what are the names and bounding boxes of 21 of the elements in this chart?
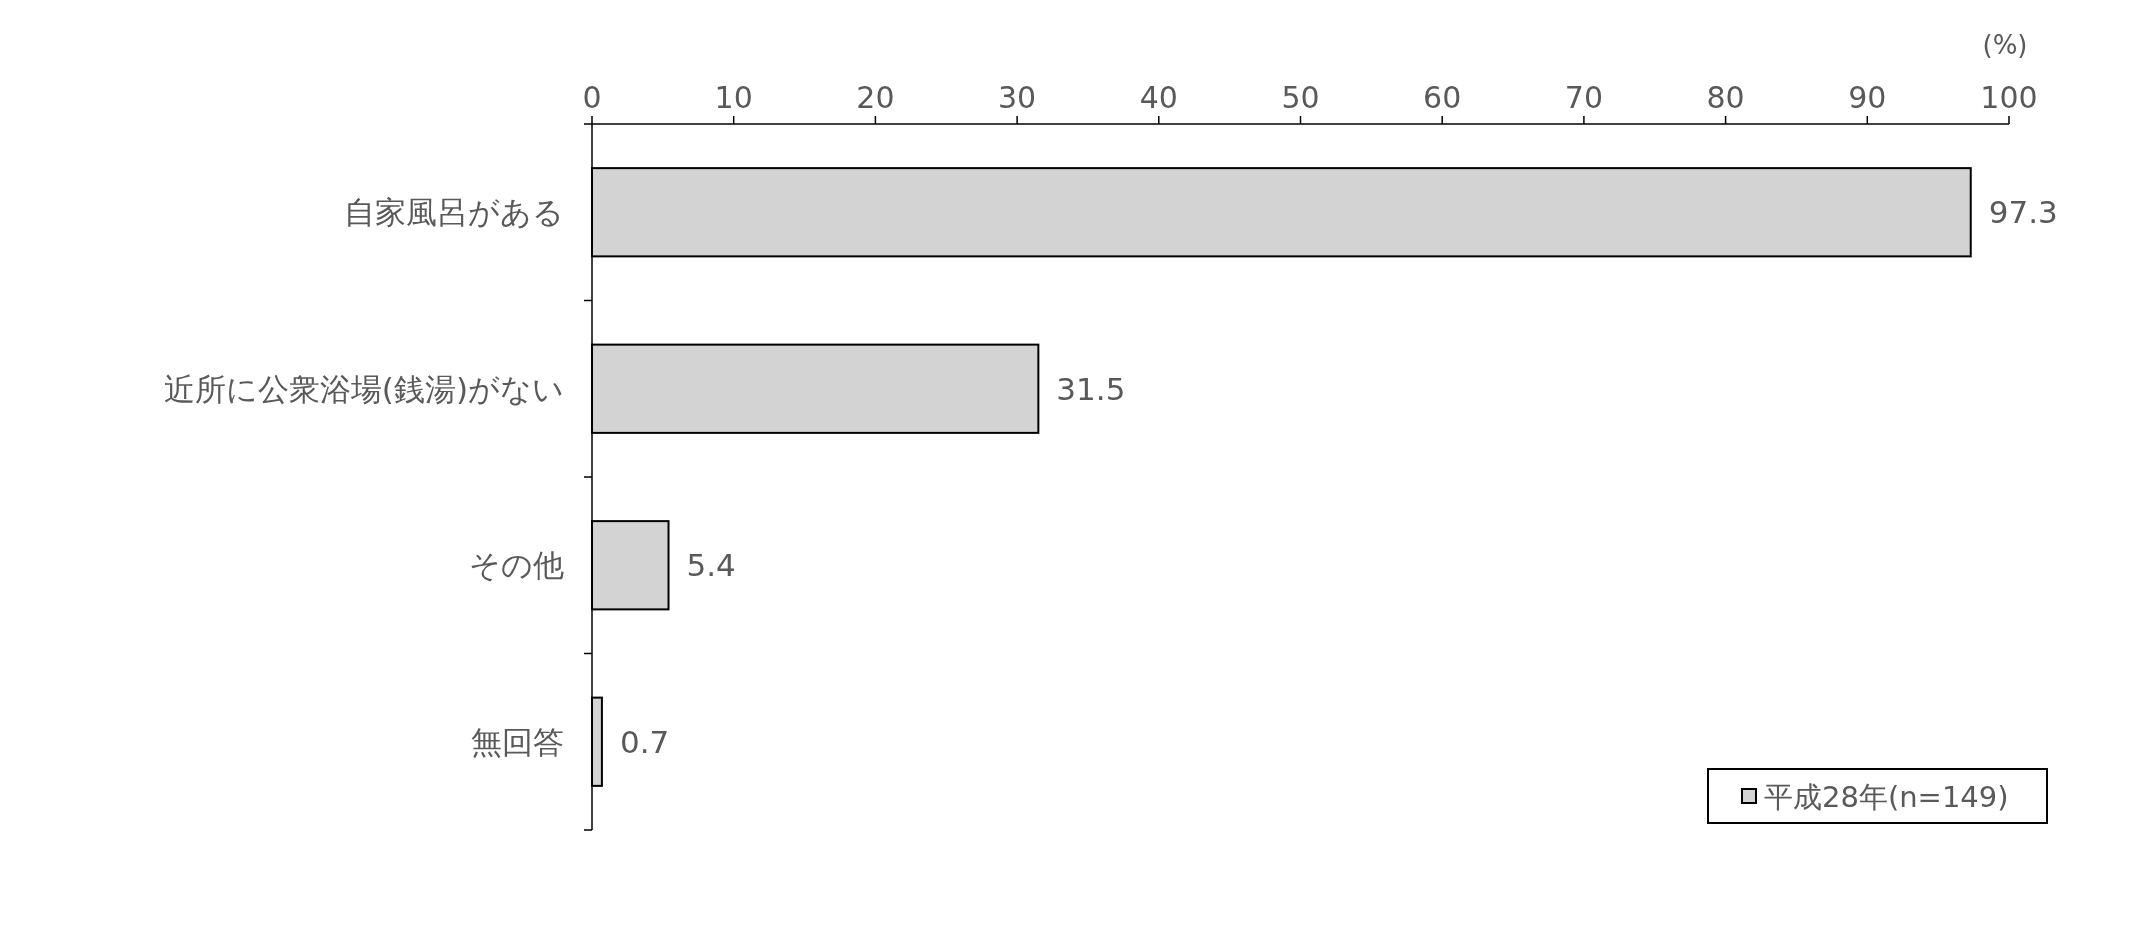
x-tick-label: 100 <box>1980 80 2038 115</box>
y-tick-label: 近所に公衆浴場(銭湯)がない <box>163 370 564 407</box>
x-tick-label: 70 <box>1564 80 1603 115</box>
x-tick-label: 20 <box>856 80 895 115</box>
x-tick-label: 30 <box>998 80 1037 115</box>
data-label: 0.7 <box>619 723 670 760</box>
x-tick-label: 40 <box>1139 80 1178 115</box>
y-tick-label: その他 <box>469 547 564 584</box>
x-tick-label: 80 <box>1706 80 1745 115</box>
x-tick-label: 0 <box>582 80 602 115</box>
data-label: 31.5 <box>1056 370 1126 407</box>
y-tick-label: 無回答 <box>471 723 564 760</box>
x-tick-label: 10 <box>714 80 753 115</box>
x-tick-label: 60 <box>1423 80 1462 115</box>
legend-label: 平成28年(n=149) <box>1764 780 2009 814</box>
data-label: 97.3 <box>1988 194 2058 231</box>
x-tick-label: 50 <box>1281 80 1320 115</box>
y-tick-label: 自家風呂がある <box>344 194 564 231</box>
data-label: 5.4 <box>686 547 736 584</box>
x-axis-title: (%) <box>1982 30 2028 60</box>
x-tick-label: 90 <box>1848 80 1887 115</box>
